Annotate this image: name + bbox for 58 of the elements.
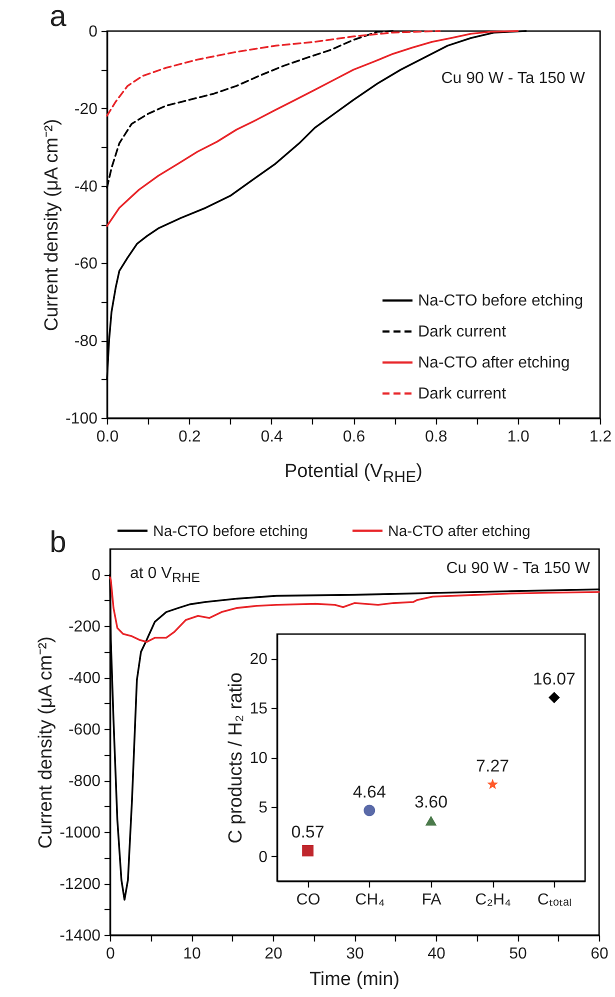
y-tick-label: 5 bbox=[258, 799, 268, 816]
y-tick-label: -1400 bbox=[60, 928, 101, 944]
y-tick-label: -200 bbox=[68, 618, 101, 636]
x-tick-label: C₂H₄ bbox=[475, 892, 512, 908]
y-tick-label: -600 bbox=[68, 722, 101, 739]
x-tick-label: 40 bbox=[428, 946, 446, 962]
y-axis-title: Current density (μA cm⁻²) bbox=[36, 636, 57, 849]
data-label: 16.07 bbox=[532, 670, 576, 689]
y-tick-label: 0 bbox=[92, 567, 101, 584]
x-axis-title: Potential (V$_{RHE}$) bbox=[284, 460, 422, 486]
y-tick-label: -1200 bbox=[60, 876, 101, 894]
y-axis-title: C products / H₂ ratio bbox=[226, 672, 247, 844]
y-tick-label: -800 bbox=[68, 773, 101, 790]
x-tick-label: 0 bbox=[106, 946, 116, 962]
y-tick-label: 0 bbox=[258, 848, 268, 866]
x-tick-label: CO bbox=[296, 892, 320, 908]
x-tick-label: 0.0 bbox=[96, 428, 119, 446]
y-tick-label: -20 bbox=[74, 100, 98, 118]
x-tick-label: 30 bbox=[346, 946, 364, 962]
y-tick-label: -100 bbox=[65, 410, 98, 428]
x-tick-label: 0.6 bbox=[342, 428, 366, 446]
x-tick-label: 0.2 bbox=[178, 428, 201, 446]
x-tick-label: 0.4 bbox=[260, 428, 284, 446]
legend-label: Na-CTO before etching bbox=[153, 522, 308, 540]
annotation: Cu 90 W - Ta 150 W bbox=[441, 70, 585, 88]
x-tick-label: 50 bbox=[509, 946, 527, 962]
y-tick-label: 10 bbox=[250, 750, 268, 767]
chart-title: a bbox=[50, 0, 66, 34]
annotation: Cu 90 W - Ta 150 W bbox=[446, 560, 590, 578]
legend-label: Na-CTO after etching bbox=[418, 354, 570, 372]
x-tick-label: 60 bbox=[590, 946, 608, 962]
y-tick-label: 0 bbox=[88, 24, 98, 40]
data-label: 4.64 bbox=[352, 782, 386, 802]
y-tick-label: -400 bbox=[68, 670, 101, 688]
annotation: at 0 V$_{RHE}$ bbox=[130, 565, 200, 586]
x-tick-label: 1.2 bbox=[589, 428, 612, 446]
y-axis-title: Current density (μA cm⁻²) bbox=[41, 118, 62, 332]
data-label: 3.60 bbox=[414, 792, 448, 812]
data-label: 0.57 bbox=[291, 822, 324, 842]
x-tick-label: Cₜₒₜₐₗ bbox=[537, 892, 572, 908]
x-tick-label: 10 bbox=[183, 946, 201, 962]
y-tick-label: -80 bbox=[74, 333, 98, 350]
y-tick-label: 20 bbox=[250, 651, 268, 668]
x-tick-label: 0.8 bbox=[425, 428, 448, 446]
y-tick-label: -1000 bbox=[60, 824, 101, 842]
y-tick-label: -60 bbox=[74, 256, 98, 273]
x-axis-title: Time (min) bbox=[309, 968, 400, 991]
legend-label: Dark current bbox=[418, 324, 507, 340]
legend-label: Na-CTO after etching bbox=[388, 522, 530, 540]
legend-label: Na-CTO before etching bbox=[418, 292, 584, 310]
legend-label: Dark current bbox=[418, 386, 507, 402]
x-tick-label: FA bbox=[422, 892, 442, 908]
data-label: 7.27 bbox=[476, 756, 510, 776]
chart-title: b bbox=[50, 526, 66, 560]
y-tick-label: -40 bbox=[74, 178, 98, 196]
y-tick-label: 15 bbox=[250, 700, 268, 718]
x-tick-label: CH₄ bbox=[355, 892, 385, 908]
x-tick-label: 1.0 bbox=[507, 428, 530, 446]
